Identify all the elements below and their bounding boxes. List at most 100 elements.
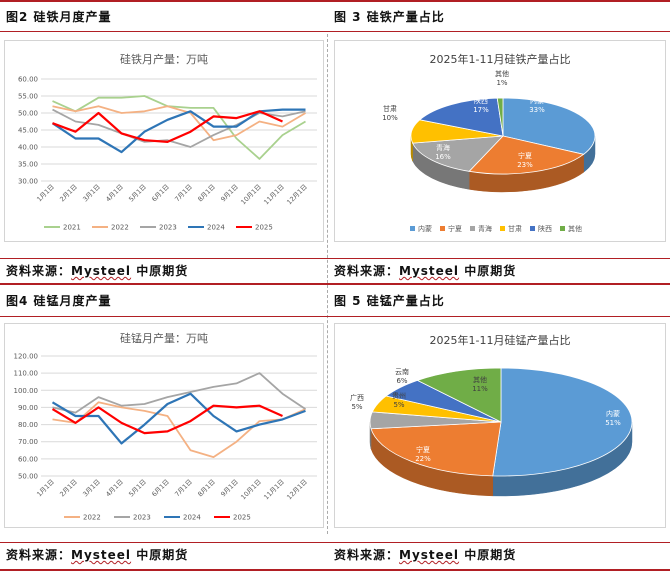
legend-label-2022: 2022 xyxy=(83,514,101,522)
series-line-2021 xyxy=(52,95,306,160)
chart-title: 硅锰月产量：万吨 xyxy=(120,331,208,345)
legend-label-2025: 2025 xyxy=(255,224,273,232)
ferrosilicon-share-pie-chart: 2025年1-11月硅铁产量占比内蒙33%宁夏23%青海16%甘肃10%陕西17… xyxy=(382,52,596,233)
series-line-2022 xyxy=(52,105,306,142)
x-tick-label: 10月1日 xyxy=(239,183,263,207)
legend-label-2021: 2021 xyxy=(63,224,81,232)
y-tick-label: 100.00 xyxy=(14,387,39,395)
x-tick-label: 8月1日 xyxy=(196,183,217,204)
x-tick-label: 11月1日 xyxy=(262,478,286,502)
source-suffix: 中原期货 xyxy=(131,548,189,562)
y-tick-label: 120.00 xyxy=(14,353,39,361)
top-rule xyxy=(0,0,670,2)
x-tick-label: 1月1日 xyxy=(35,478,56,499)
fig4-title: 图4 硅锰月度产量 xyxy=(6,294,112,308)
x-tick-label: 10月1日 xyxy=(239,478,263,502)
pie-slice-宁夏 xyxy=(468,135,585,175)
fig3-source: 资料来源：Mysteel 中原期货 xyxy=(334,262,516,279)
pie-label-name-陕西: 陕西 xyxy=(474,96,488,105)
source-prefix: 资料来源： xyxy=(334,548,400,562)
pie-label-pct-青海: 16% xyxy=(435,153,451,161)
x-tick-label: 5月1日 xyxy=(127,478,148,499)
pie-label-name-其他: 其他 xyxy=(495,69,509,78)
ferrosilicon-monthly-line-chart: 硅铁月产量：万吨 60.00 55.00 50.00 45.00 40.00 35.00 30… xyxy=(18,52,317,232)
legend-label-2023: 2023 xyxy=(159,224,177,232)
legend-label-甘肃: 甘肃 xyxy=(508,224,522,233)
pie-slice-青海 xyxy=(412,135,505,172)
y-tick-label: 40.00 xyxy=(18,144,38,152)
series-line-2024 xyxy=(51,392,306,445)
source-prefix: 资料来源： xyxy=(6,264,72,278)
source-suffix: 中原期货 xyxy=(131,264,189,278)
source-suffix: 中原期货 xyxy=(459,548,517,562)
legend-swatch-陕西 xyxy=(530,226,535,231)
source-rule-1a xyxy=(0,258,670,259)
fig3-title: 图 3 硅铁产量占比 xyxy=(334,10,445,24)
source-brand: Mysteel xyxy=(71,548,132,562)
title-rule-2 xyxy=(0,316,670,317)
x-tick-label: 6月1日 xyxy=(150,183,171,204)
source-brand: Mysteel xyxy=(71,264,132,278)
pie-label-pct-云南: 6% xyxy=(396,377,407,385)
y-tick-label: 80.00 xyxy=(18,421,38,429)
y-tick-label: 60.00 xyxy=(18,76,38,84)
x-tick-label: 9月1日 xyxy=(219,478,240,499)
source-brand: Mysteel xyxy=(399,264,460,278)
pie-label-pct-甘肃: 10% xyxy=(382,114,398,122)
legend-swatch-内蒙 xyxy=(410,226,415,231)
fig5-chart-panel: 2025年1-11月硅锰产量占比 内蒙 51% 宁夏 22% 广西 5% 贵州 5% 云南 6% 其他… xyxy=(334,323,666,528)
x-tick-label: 4月1日 xyxy=(104,478,125,499)
x-tick-label: 2月1日 xyxy=(58,478,79,499)
y-tick-label: 110.00 xyxy=(14,370,39,378)
section-rule xyxy=(0,283,670,285)
pie-slice-宁夏 xyxy=(370,421,502,477)
pie-slice-内蒙 xyxy=(492,367,633,477)
pie-label-pct-宁夏: 22% xyxy=(415,455,431,463)
pie-label-pct-广西: 5% xyxy=(351,403,362,411)
series-line-2023 xyxy=(52,372,307,414)
series-line-2025 xyxy=(52,110,283,144)
fig5-title: 图 5 硅锰产量占比 xyxy=(334,294,445,308)
legend-label-2024: 2024 xyxy=(207,224,225,232)
chart-title: 2025年1-11月硅锰产量占比 xyxy=(430,333,571,347)
legend-label-其他: 其他 xyxy=(568,224,582,233)
pie-label-pct-其他: 1% xyxy=(496,79,507,87)
fig2-source: 资料来源：Mysteel 中原期货 xyxy=(6,262,188,279)
pie-label-name-贵州: 贵州 xyxy=(392,391,406,400)
y-tick-label: 90.00 xyxy=(18,404,38,412)
pie-label-name-云南: 云南 xyxy=(395,367,409,376)
legend-label-2025: 2025 xyxy=(233,514,251,522)
y-tick-label: 55.00 xyxy=(18,93,38,101)
legend-label-宁夏: 宁夏 xyxy=(448,224,462,233)
pie-label-pct-贵州: 5% xyxy=(393,401,404,409)
pie-label-pct-陕西: 17% xyxy=(473,106,489,114)
pie-label-name-广西: 广西 xyxy=(350,393,364,402)
y-tick-label: 70.00 xyxy=(18,438,38,446)
legend-label-2022: 2022 xyxy=(111,224,129,232)
fig4-source: 资料来源：Mysteel 中原期货 xyxy=(6,546,188,563)
legend-label-2024: 2024 xyxy=(183,514,201,522)
pie-slice-其他 xyxy=(496,97,504,137)
pie-label-name-甘肃: 甘肃 xyxy=(383,104,397,113)
y-tick-label: 30.00 xyxy=(18,178,38,186)
x-tick-label: 11月1日 xyxy=(262,183,286,207)
legend-swatch-甘肃 xyxy=(500,226,505,231)
x-tick-label: 4月1日 xyxy=(104,183,125,204)
y-tick-label: 45.00 xyxy=(18,127,38,135)
source-brand: Mysteel xyxy=(399,548,460,562)
legend-swatch-其他 xyxy=(560,226,565,231)
y-tick-label: 35.00 xyxy=(18,161,38,169)
x-tick-label: 9月1日 xyxy=(219,183,240,204)
legend-label-内蒙: 内蒙 xyxy=(418,224,432,233)
pie-label-name-其他: 其他 xyxy=(473,375,487,384)
source-prefix: 资料来源： xyxy=(6,548,72,562)
source-suffix: 中原期货 xyxy=(459,264,517,278)
y-tick-label: 50.00 xyxy=(18,473,38,481)
x-tick-label: 12月1日 xyxy=(285,183,309,207)
source-prefix: 资料来源： xyxy=(334,264,400,278)
legend-swatch-青海 xyxy=(470,226,475,231)
x-tick-label: 1月1日 xyxy=(35,183,56,204)
chart-title: 硅铁月产量：万吨 xyxy=(120,52,208,66)
legend-label-陕西: 陕西 xyxy=(538,224,552,233)
x-tick-label: 8月1日 xyxy=(196,478,217,499)
